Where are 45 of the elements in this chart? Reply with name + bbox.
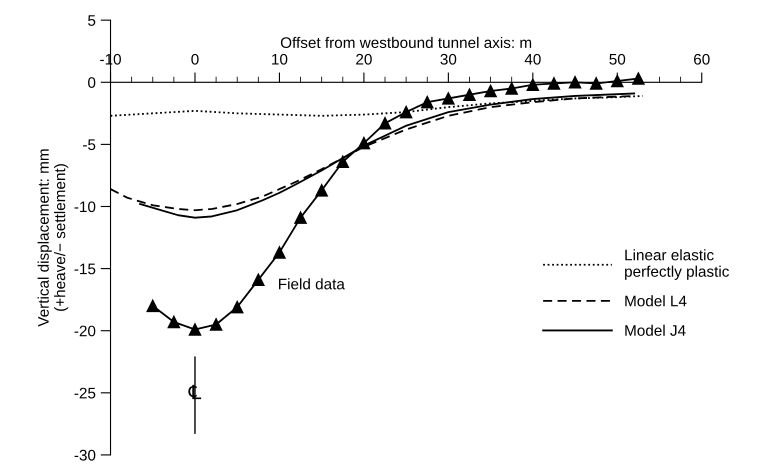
x-tick-label: 50 bbox=[609, 54, 626, 65]
point bbox=[336, 156, 350, 168]
point bbox=[484, 84, 497, 98]
x-tick-label: 30 bbox=[440, 54, 456, 65]
point bbox=[146, 300, 159, 312]
point bbox=[420, 96, 434, 108]
y-tick-label: -15 bbox=[74, 264, 96, 274]
point bbox=[252, 274, 265, 286]
point bbox=[526, 78, 540, 92]
point bbox=[463, 88, 476, 101]
point bbox=[210, 318, 222, 331]
legend-label: Model L4 bbox=[625, 295, 686, 306]
point bbox=[358, 136, 370, 150]
point bbox=[188, 323, 202, 336]
point bbox=[294, 211, 307, 224]
point bbox=[632, 72, 645, 85]
x-tick-label: 20 bbox=[356, 54, 372, 65]
x-axis-title: Offset from westbound tunnel axis: m bbox=[280, 36, 532, 48]
x-tick-label: 60 bbox=[694, 54, 710, 65]
point bbox=[168, 316, 180, 328]
series-label: Field data bbox=[279, 278, 345, 290]
point bbox=[611, 74, 624, 88]
point bbox=[400, 106, 412, 118]
y-tick-label: -20 bbox=[74, 326, 96, 336]
y-tick-label: -10 bbox=[74, 201, 96, 212]
legend-label: Linear elastic perfectly plastic bbox=[625, 249, 729, 280]
y-axis-title: Vertical displacement: mm (+heave/− settlement) bbox=[38, 149, 68, 327]
y-tick-label: 0 bbox=[88, 77, 96, 88]
y-tick-label: -30 bbox=[74, 450, 96, 461]
point bbox=[548, 77, 560, 90]
x-tick-label: 0 bbox=[191, 54, 199, 65]
point bbox=[505, 82, 518, 95]
point bbox=[590, 77, 602, 90]
y-tick-label: -5 bbox=[83, 139, 96, 150]
x-tick-label: 40 bbox=[524, 54, 541, 65]
point bbox=[273, 246, 286, 259]
point bbox=[568, 76, 582, 89]
point bbox=[230, 300, 244, 314]
legend-label: Model J4 bbox=[625, 324, 686, 336]
x-tick-label: 10 bbox=[272, 54, 288, 65]
point bbox=[442, 92, 455, 105]
point bbox=[315, 184, 328, 197]
y-tick-label: 5 bbox=[88, 15, 96, 26]
point bbox=[378, 117, 392, 130]
y-tick-label: -25 bbox=[74, 388, 96, 399]
